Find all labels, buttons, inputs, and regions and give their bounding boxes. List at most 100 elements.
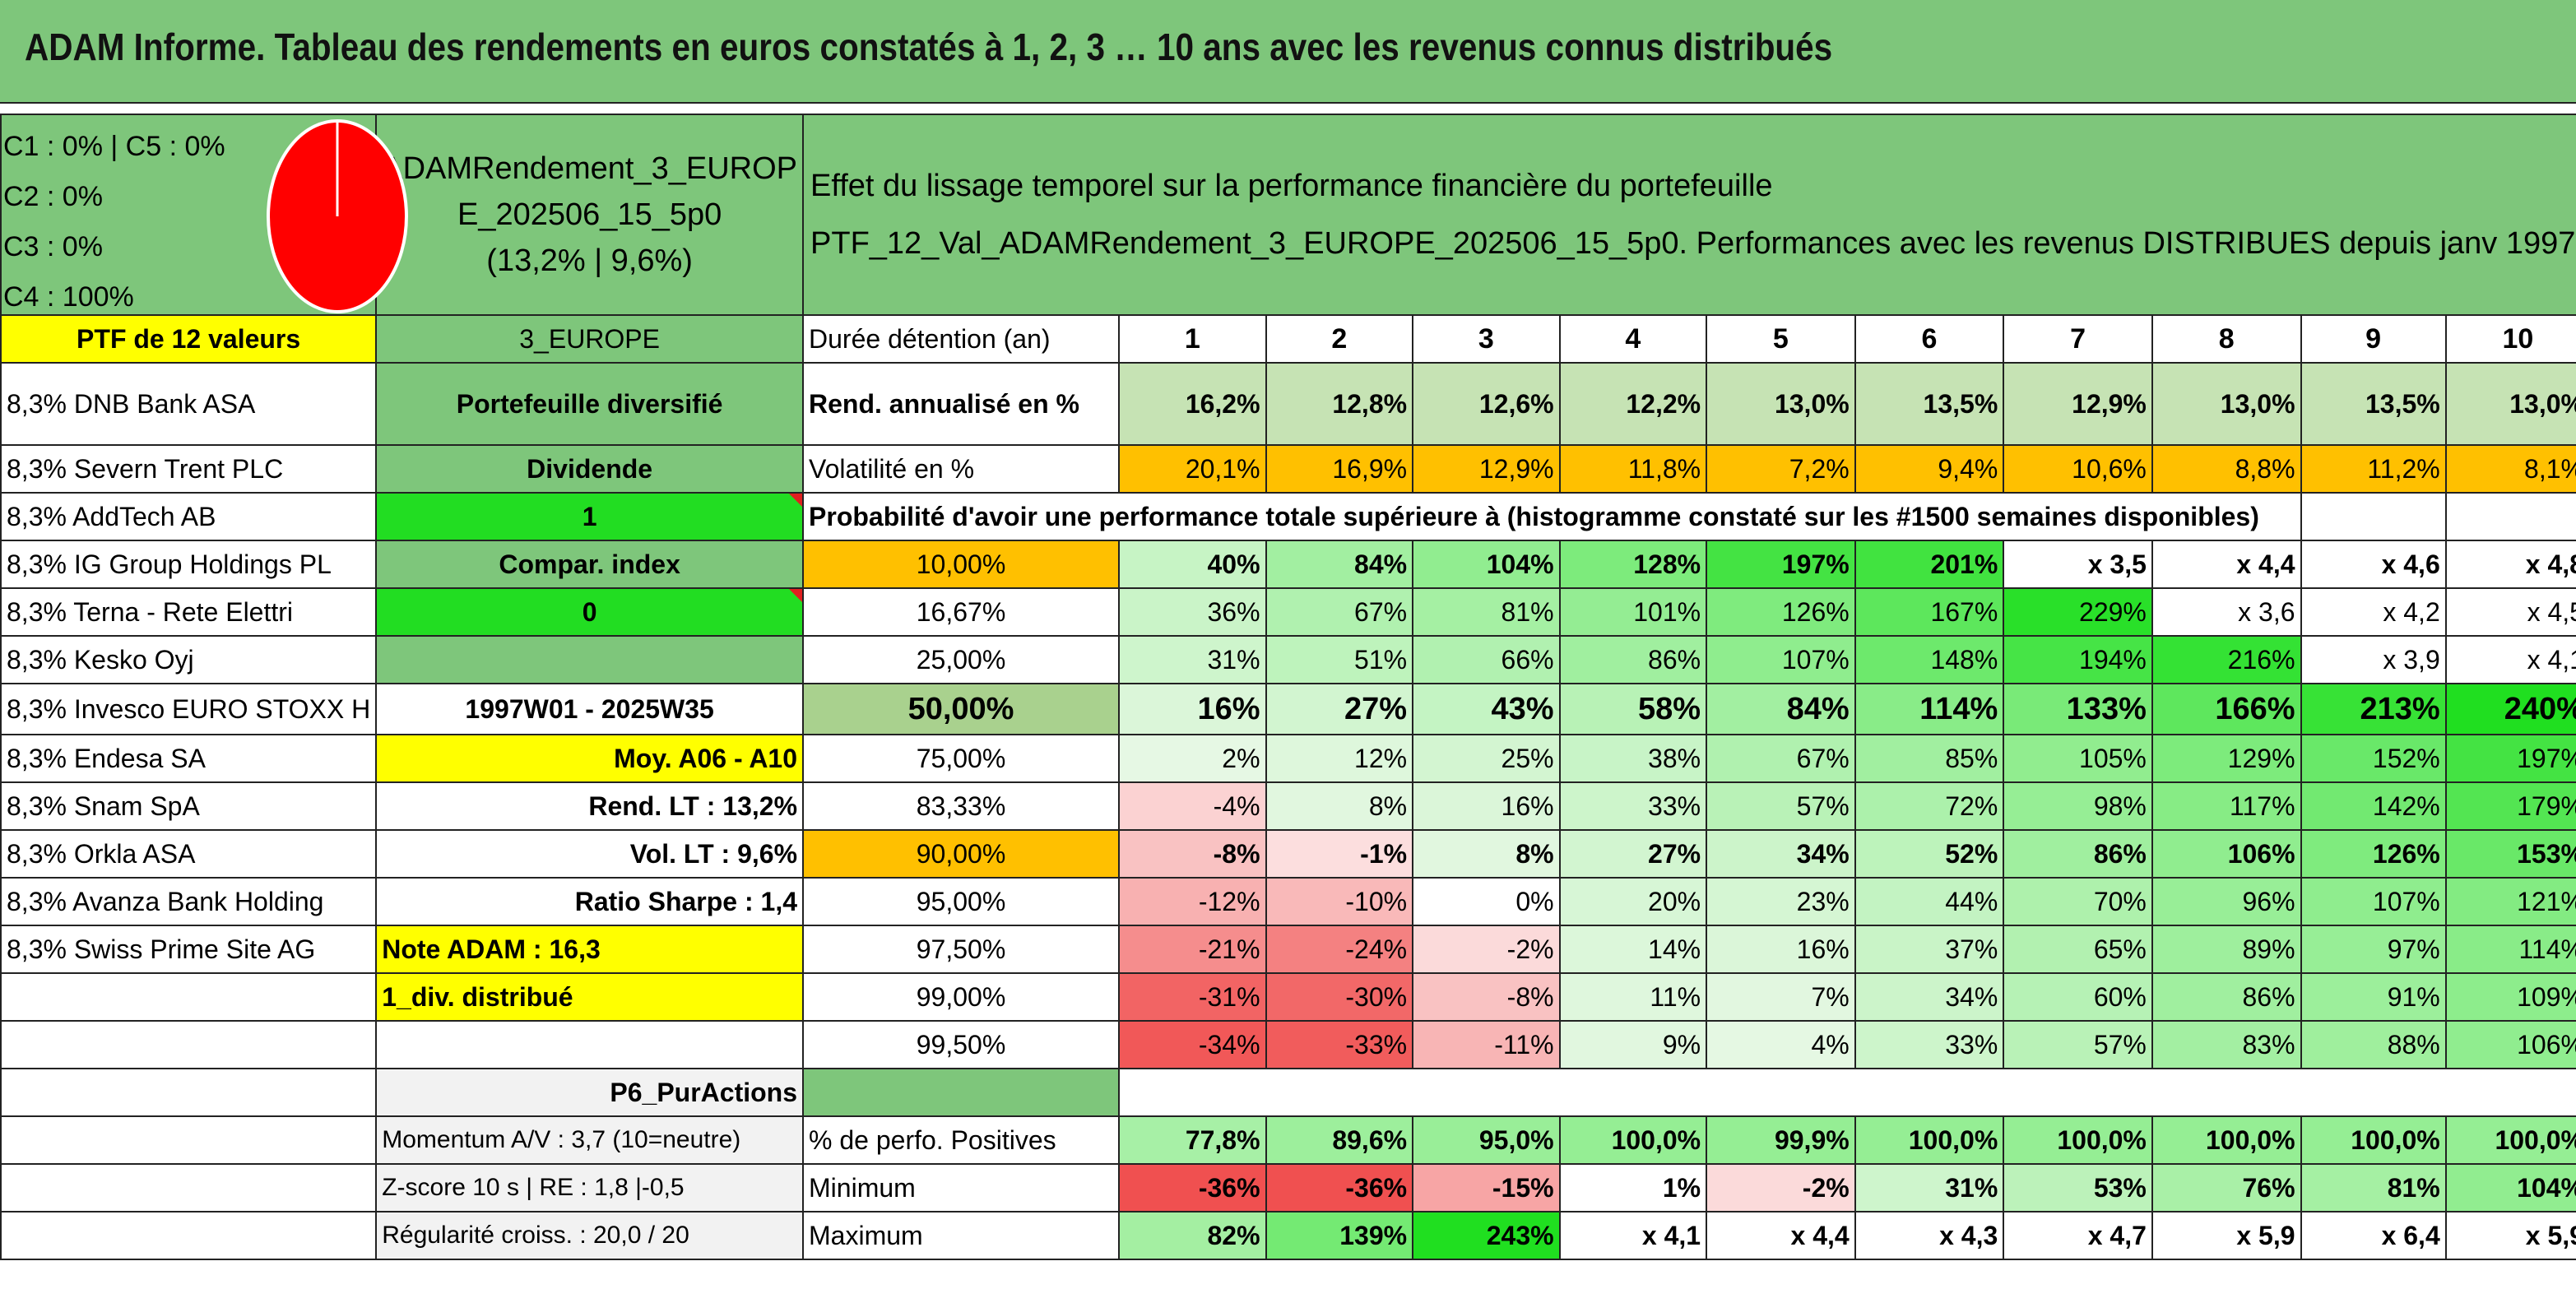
middle-zscore: Z-score 10 s | RE : 1,8 |-0,5: [375, 1163, 805, 1212]
middle-compar-value[interactable]: 0: [375, 587, 805, 637]
probability-value: 11%: [1558, 972, 1708, 1022]
middle-sharpe: Ratio Sharpe : 1,4: [375, 877, 805, 926]
probability-value: 7%: [1706, 972, 1856, 1022]
probability-value: 117%: [2151, 781, 2302, 831]
probability-value: 129%: [2151, 734, 2302, 783]
probability-value: 126%: [2300, 829, 2447, 879]
rend-value: 12,6%: [1412, 362, 1561, 446]
vol-value: 11,8%: [1558, 444, 1708, 494]
probability-value: 166%: [2151, 683, 2302, 735]
probability-row: 8,3% IG Group Holdings PL Compar. index 10…: [0, 540, 2576, 589]
holding-item: 8,3% Invesco EURO STOXX H: [0, 683, 378, 735]
probability-value: 57%: [2003, 1020, 2153, 1069]
stat-row: Z-score 10 s | RE : 1,8 |-0,5 Minimum -36%…: [0, 1163, 2576, 1212]
probability-value: 23%: [1706, 877, 1856, 926]
dividende-value[interactable]: 1: [375, 492, 805, 541]
probability-value: 70%: [2003, 877, 2153, 926]
rend-value: 13,0%: [1706, 362, 1856, 446]
probability-value: 67%: [1706, 734, 1856, 783]
min-value: 104%: [2444, 1163, 2576, 1212]
probability-threshold: 25,00%: [802, 635, 1121, 684]
empty-cell: [802, 1068, 1121, 1117]
vol-value: 9,4%: [1854, 444, 2005, 494]
duration-label: Durée détention (an): [802, 314, 1121, 364]
category-row: P6_PurActions: [0, 1068, 2576, 1117]
probability-value: 106%: [2151, 829, 2302, 879]
probability-value: 43%: [1412, 683, 1561, 735]
min-value: -15%: [1412, 1163, 1561, 1212]
table-row: PTF de 12 valeurs 3_EUROPE Durée détention…: [0, 314, 2576, 364]
probability-value: 33%: [1558, 781, 1708, 831]
probability-value: 20%: [1558, 877, 1708, 926]
max-value: 243%: [1412, 1211, 1561, 1260]
vol-value: 7,2%: [1706, 444, 1856, 494]
empty-cell: [0, 1020, 378, 1069]
probability-value: -1%: [1265, 829, 1414, 879]
probability-value: 65%: [2003, 925, 2153, 974]
middle-momentum: Momentum A/V : 3,7 (10=neutre): [375, 1115, 805, 1165]
pos-value: 100,0%: [2300, 1115, 2447, 1165]
probability-value: x 4,2: [2300, 587, 2447, 637]
year-header: 1: [1118, 314, 1267, 364]
pos-value: 100,0%: [1558, 1115, 1708, 1165]
rend-value: 13,0%: [2151, 362, 2302, 446]
probability-value: 52%: [1854, 829, 2005, 879]
max-value: x 6,4: [2300, 1211, 2447, 1260]
probability-value: 91%: [2300, 972, 2447, 1022]
allocation-c4: C4 : 100%: [3, 281, 134, 313]
probability-threshold: 99,50%: [802, 1020, 1121, 1069]
min-value: 81%: [2300, 1163, 2447, 1212]
rend-value: 13,5%: [1854, 362, 2005, 446]
description-line-2: PTF_12_Val_ADAMRendement_3_EUROPE_202506…: [810, 226, 2576, 261]
probability-value: -8%: [1412, 972, 1561, 1022]
probability-value: -8%: [1118, 829, 1267, 879]
max-value: 82%: [1118, 1211, 1267, 1260]
max-value: x 4,1: [1558, 1211, 1708, 1260]
description-cell: Effet du lissage temporel sur la perform…: [802, 114, 2576, 316]
probability-value: 153%: [2444, 829, 2576, 879]
portfolio-name-cell: ADAMRendement_3_EUROP E_202506_15_5p0 (13,…: [375, 114, 805, 316]
probability-value: 216%: [2151, 635, 2302, 684]
year-header: 8: [2151, 314, 2302, 364]
middle-regularite: Régularité croiss. : 20,0 / 20: [375, 1211, 805, 1260]
probability-value: -34%: [1118, 1020, 1267, 1069]
rend-value: 12,2%: [1558, 362, 1708, 446]
probability-value: x 3,5: [2003, 540, 2153, 589]
empty-cell: [0, 1115, 378, 1165]
probability-value: x 4,8: [2444, 540, 2576, 589]
pos-value: 89,6%: [1265, 1115, 1414, 1165]
min-value: -36%: [1118, 1163, 1267, 1212]
min-value: 76%: [2151, 1163, 2302, 1212]
probability-value: 44%: [1854, 877, 2005, 926]
min-label: Minimum: [802, 1163, 1121, 1212]
probability-value: 27%: [1265, 683, 1414, 735]
middle-period: 1997W01 - 2025W35: [375, 683, 805, 735]
ptf-label: PTF de 12 valeurs: [0, 314, 378, 364]
probability-row: 8,3% Orkla ASA Vol. LT : 9,6% 90,00% -8% -1%…: [0, 829, 2576, 879]
year-header: 6: [1854, 314, 2005, 364]
probability-value: 106%: [2444, 1020, 2576, 1069]
portfolio-name-line-1: ADAMRendement_3_EUROP: [382, 151, 798, 186]
probability-value: 229%: [2003, 587, 2153, 637]
probability-value: 2%: [1118, 734, 1267, 783]
probability-value: 16%: [1706, 925, 1856, 974]
category-label: 3_EUROPE: [375, 314, 805, 364]
probability-value: 83%: [2151, 1020, 2302, 1069]
probability-row: 8,3% Swiss Prime Site AG Note ADAM : 16,3…: [0, 925, 2576, 974]
probability-value: 9%: [1558, 1020, 1708, 1069]
vol-label: Volatilité en %: [802, 444, 1121, 494]
probability-value: -30%: [1265, 972, 1414, 1022]
probability-threshold: 99,00%: [802, 972, 1121, 1022]
max-value: x 5,9: [2444, 1211, 2576, 1260]
empty-cell: [0, 1163, 378, 1212]
probability-row: 8,3% Terna - Rete Elettri 0 16,67% 36% 67% 81…: [0, 587, 2576, 637]
probability-value: 107%: [2300, 877, 2447, 926]
probability-value: 98%: [2003, 781, 2153, 831]
probability-value: 96%: [2151, 877, 2302, 926]
probability-threshold: 10,00%: [802, 540, 1121, 589]
allocation-legend: C1 : 0% | C5 : 0% C2 : 0% C3 : 0% C4 : 1…: [3, 122, 225, 322]
table-row: 8,3% AddTech AB 1 Probabilité d'avoir une …: [0, 492, 2576, 541]
probability-value: 36%: [1118, 587, 1267, 637]
vol-value: 10,6%: [2003, 444, 2153, 494]
vol-value: 8,8%: [2151, 444, 2302, 494]
